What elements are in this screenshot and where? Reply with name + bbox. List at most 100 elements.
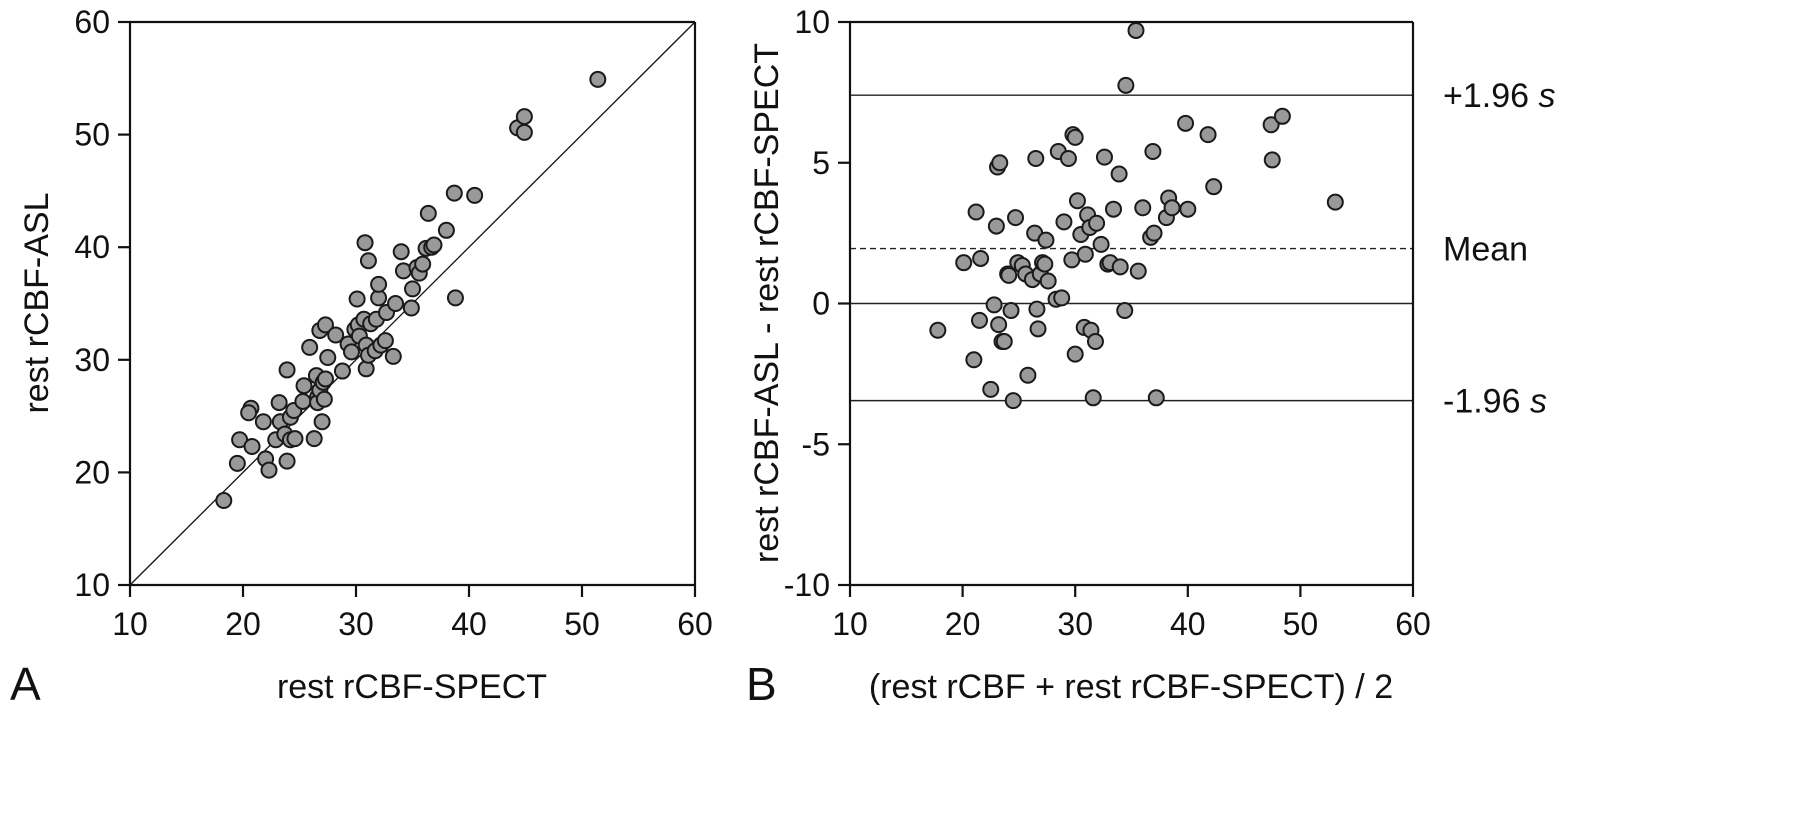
data-point bbox=[1111, 258, 1129, 276]
reference-line-label-text: -1.96 bbox=[1443, 383, 1530, 421]
y-tick-label: 5 bbox=[812, 145, 830, 181]
panel-a-ticks: 10 20 30 40 50 60 10 20 30 40 50 60 bbox=[74, 4, 712, 642]
data-point bbox=[295, 377, 313, 395]
data-point bbox=[1263, 151, 1281, 169]
data-point bbox=[1028, 300, 1046, 318]
data-point bbox=[356, 234, 374, 252]
data-point bbox=[1116, 302, 1134, 320]
data-point bbox=[1179, 200, 1197, 218]
data-point bbox=[1086, 333, 1104, 351]
data-point bbox=[955, 254, 973, 272]
data-point bbox=[1029, 320, 1047, 338]
data-point bbox=[384, 347, 402, 365]
data-point bbox=[466, 186, 484, 204]
data-point bbox=[387, 295, 405, 312]
data-point bbox=[1117, 76, 1135, 94]
x-tick-label: 20 bbox=[225, 606, 261, 642]
x-tick-label: 30 bbox=[1057, 606, 1093, 642]
reference-line-label-symbol: s bbox=[1538, 77, 1555, 115]
reference-line-label: Mean bbox=[1443, 231, 1528, 269]
panel-b-reference-labels: +1.96 s Mean -1.96 s bbox=[1443, 77, 1555, 420]
data-point bbox=[1147, 389, 1165, 407]
reference-line-label: +1.96 s bbox=[1443, 77, 1555, 115]
data-point bbox=[240, 404, 258, 422]
data-point bbox=[437, 221, 455, 239]
panel-b-x-axis-title: (rest rCBF + rest rCBF-SPECT) / 2 bbox=[869, 668, 1393, 706]
data-point bbox=[1084, 389, 1102, 407]
data-point bbox=[319, 349, 337, 367]
data-point bbox=[967, 203, 985, 221]
data-point bbox=[987, 217, 1005, 235]
panel-a-x-axis-title: rest rCBF-SPECT bbox=[277, 668, 547, 706]
data-point bbox=[313, 413, 331, 431]
data-point bbox=[1110, 165, 1128, 183]
x-tick-label: 10 bbox=[832, 606, 868, 642]
panel-a: 10 20 30 40 50 60 10 20 30 40 50 60 rest rCBF-SPECT… bbox=[10, 4, 713, 710]
x-tick-label: 60 bbox=[677, 606, 713, 642]
data-point bbox=[305, 430, 323, 448]
y-tick-label: 20 bbox=[74, 454, 110, 490]
data-point bbox=[376, 332, 394, 350]
data-point bbox=[316, 316, 334, 334]
data-point bbox=[1163, 199, 1181, 217]
data-point bbox=[414, 255, 432, 273]
data-point bbox=[316, 370, 334, 388]
data-point bbox=[392, 243, 410, 261]
data-point bbox=[1326, 193, 1344, 211]
data-point bbox=[445, 184, 463, 202]
y-tick-label: 50 bbox=[74, 117, 110, 153]
data-point bbox=[1055, 213, 1073, 231]
data-point bbox=[333, 362, 351, 380]
data-point bbox=[327, 326, 345, 344]
y-tick-label: 10 bbox=[74, 567, 110, 603]
data-point bbox=[260, 461, 278, 479]
y-tick-label: 40 bbox=[74, 229, 110, 265]
data-point bbox=[985, 296, 1003, 314]
data-point bbox=[515, 123, 533, 141]
panel-a-marks bbox=[129, 21, 696, 586]
data-point bbox=[1129, 262, 1147, 280]
data-point bbox=[1095, 148, 1113, 166]
panel-b-y-axis-title: rest rCBF-ASL - rest rCBF-SPECT bbox=[748, 43, 786, 563]
data-point bbox=[1037, 231, 1055, 249]
data-point bbox=[1145, 224, 1163, 242]
data-point bbox=[1068, 192, 1086, 210]
data-point bbox=[1205, 178, 1223, 196]
data-point bbox=[965, 351, 983, 369]
data-point bbox=[286, 430, 304, 448]
x-tick-label: 50 bbox=[1283, 606, 1319, 642]
y-tick-label: 10 bbox=[794, 4, 830, 40]
data-point bbox=[1104, 200, 1122, 218]
x-tick-label: 40 bbox=[1170, 606, 1206, 642]
data-point bbox=[394, 262, 412, 280]
data-point bbox=[972, 249, 990, 267]
panel-b-label: B bbox=[746, 658, 777, 710]
y-tick-label: -5 bbox=[802, 426, 830, 462]
data-point bbox=[1053, 289, 1071, 307]
data-point bbox=[270, 394, 288, 412]
data-point bbox=[1000, 266, 1018, 284]
data-point bbox=[278, 361, 296, 379]
data-point bbox=[342, 343, 360, 361]
data-point bbox=[929, 321, 947, 339]
data-point bbox=[1039, 272, 1057, 290]
data-point bbox=[278, 452, 296, 470]
data-point bbox=[589, 70, 607, 88]
data-point bbox=[1076, 245, 1094, 263]
data-point bbox=[419, 204, 437, 222]
data-point bbox=[1134, 199, 1152, 217]
data-point bbox=[1027, 150, 1045, 168]
data-point bbox=[215, 492, 233, 510]
data-point bbox=[991, 154, 1009, 172]
data-point bbox=[254, 413, 272, 431]
y-tick-label: 30 bbox=[74, 342, 110, 378]
panel-a-label: A bbox=[10, 658, 41, 710]
data-point bbox=[243, 438, 261, 456]
data-point bbox=[301, 338, 319, 356]
data-point bbox=[404, 280, 421, 298]
data-point bbox=[515, 108, 533, 126]
data-point bbox=[348, 290, 366, 308]
data-point bbox=[990, 316, 1008, 334]
data-point bbox=[1059, 150, 1077, 168]
